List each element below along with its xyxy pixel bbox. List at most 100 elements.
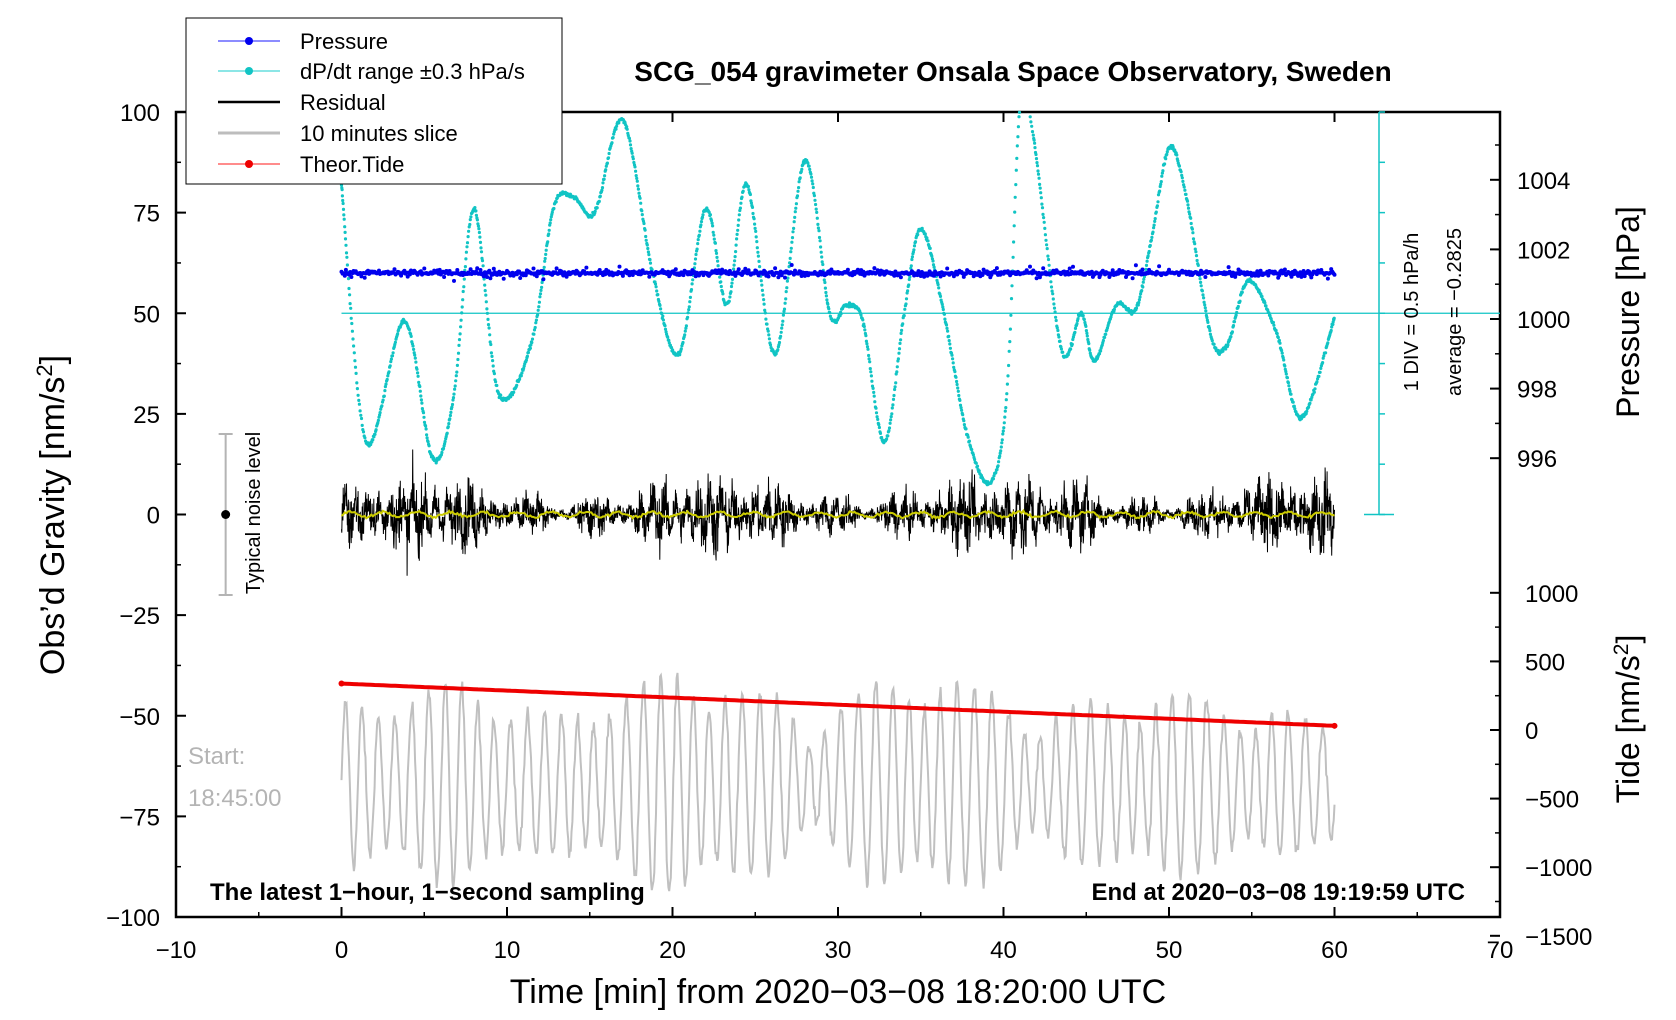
dpdt-point (454, 379, 458, 383)
dpdt-point (640, 213, 644, 217)
dpdt-point (1175, 153, 1179, 157)
dpdt-point (696, 238, 700, 242)
dpdt-point (1037, 176, 1041, 180)
dpdt-point (1285, 376, 1289, 380)
dpdt-point (525, 354, 530, 358)
dpdt-point (1235, 310, 1239, 315)
dpdt-point (796, 189, 800, 193)
dpdt-point (465, 241, 470, 245)
dpdt-point (874, 411, 879, 415)
dpdt-point (943, 317, 947, 321)
dpdt-point (1144, 267, 1148, 271)
dpdt-point (954, 375, 958, 379)
dpdt-point (1058, 339, 1062, 343)
dpdt-point (360, 423, 364, 427)
dpdt-point (904, 297, 909, 301)
tide-axis-ticks: 1000 500 0 −500 −1000 −1500 (1490, 581, 1592, 951)
dpdt-point (797, 180, 801, 184)
dpdt-point (947, 334, 951, 338)
dpdt-point (340, 194, 344, 198)
tide-axis-label-close: ] (1610, 635, 1646, 644)
dpdt-point (378, 413, 382, 417)
dpdt-point (1042, 220, 1046, 224)
dpdt-point (733, 255, 737, 259)
dpdt-point (1329, 328, 1333, 333)
dpdt-point (389, 357, 393, 361)
dpdt-point (385, 377, 389, 382)
dpdt-point (351, 337, 355, 341)
dpdt-point (696, 242, 700, 246)
dpdt-point (944, 323, 949, 327)
dpdt-point (714, 251, 719, 255)
dpdt-point (463, 265, 467, 269)
pressure-point (1071, 264, 1075, 269)
dpdt-point (950, 353, 954, 357)
pressure-point (475, 266, 480, 271)
dpdt-point (1039, 196, 1043, 200)
dpdt-point (655, 289, 659, 293)
dpdt-point (459, 318, 463, 322)
pressure-point (1028, 264, 1032, 269)
dpdt-point (729, 284, 734, 289)
dpdt-point (1085, 334, 1089, 338)
dpdt-point (687, 308, 691, 312)
dpdt-point (814, 207, 818, 211)
dpdt-point (355, 387, 359, 391)
dpdt-point (711, 230, 715, 234)
x-tick-label: 50 (1156, 937, 1183, 964)
dpdt-point (738, 206, 743, 210)
dpdt-point (876, 417, 880, 421)
tide-tick-label: 0 (1525, 718, 1538, 745)
dpdt-point (1176, 159, 1180, 163)
dpdt-point (443, 439, 447, 444)
dpdt-point (417, 380, 421, 384)
dpdt-point (711, 224, 715, 228)
dpdt-point (912, 248, 916, 252)
legend-entry-pressure: Pressure (218, 29, 388, 54)
pressure-point (1203, 275, 1208, 279)
dpdt-point (1001, 429, 1005, 433)
y-tick-label: −75 (119, 804, 160, 831)
pressure-point (766, 274, 771, 279)
dpdt-point (1042, 216, 1046, 220)
dpdt-point (1207, 326, 1211, 330)
dpdt-point (630, 151, 634, 155)
dpdt-point (1144, 263, 1149, 267)
dpdt-point (1184, 192, 1188, 196)
y-tick-label: 50 (133, 301, 160, 328)
dpdt-point (751, 211, 755, 216)
dpdt-point (445, 431, 449, 435)
dpdt-point (1164, 157, 1168, 161)
dpdt-point (889, 415, 893, 419)
x-tick-label: 10 (494, 937, 521, 964)
pressure-point (455, 268, 460, 272)
dpdt-point (862, 324, 866, 329)
dpdt-point (1009, 297, 1014, 301)
dpdt-point (1158, 189, 1162, 193)
dpdt-point (1015, 144, 1019, 148)
pressure-point (773, 266, 778, 271)
dpdt-point (458, 332, 462, 336)
pressure-tick-label: 1000 (1517, 307, 1570, 334)
dpdt-point (932, 265, 936, 269)
dpdt-point (1191, 231, 1195, 235)
dpdt-point (808, 167, 812, 171)
pressure-point (898, 275, 903, 280)
dpdt-point (781, 313, 786, 317)
slice-series (340, 672, 1336, 892)
dpdt-point (663, 324, 667, 328)
pressure-point (922, 274, 927, 279)
dpdt-point (1231, 324, 1236, 328)
dpdt-point (1305, 409, 1309, 413)
dpdt-point (890, 412, 894, 416)
dpdt-point (597, 199, 601, 203)
dpdt-point (761, 293, 765, 297)
dpdt-series (339, 110, 1336, 487)
dpdt-point (780, 323, 784, 327)
dpdt-point (540, 285, 544, 289)
dpdt-point (341, 201, 345, 206)
dpdt-point (733, 259, 737, 263)
dpdt-point (828, 311, 832, 315)
dpdt-point (448, 417, 452, 421)
dpdt-point (414, 360, 418, 364)
